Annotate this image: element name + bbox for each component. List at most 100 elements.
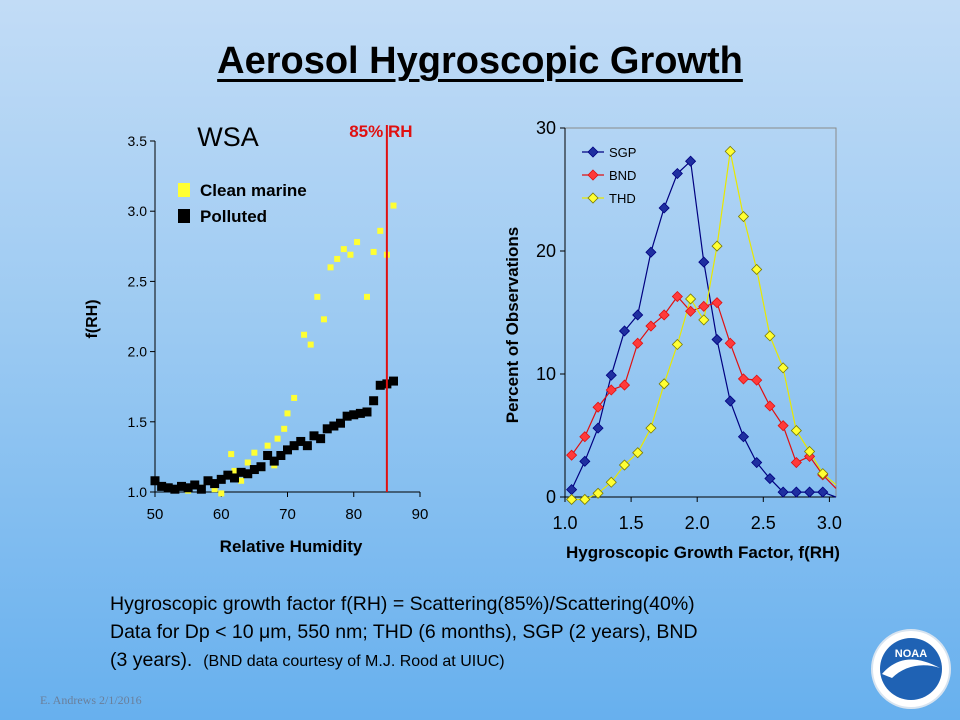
clean-marine-point	[218, 490, 225, 497]
distribution-x-tick-label: 3.0	[817, 513, 842, 533]
polluted-point	[190, 480, 200, 490]
caption-line-3: (3 years). (BND data courtesy of M.J. Ro…	[110, 646, 870, 676]
distribution-legend-marker	[587, 169, 599, 181]
clean-marine-point	[264, 442, 271, 449]
polluted-point	[296, 436, 306, 446]
thd-point	[618, 459, 631, 471]
frh-y-tick-label: 2.0	[128, 344, 148, 360]
sgp-point	[618, 325, 631, 337]
frh-y-tick-label: 3.5	[128, 133, 148, 149]
thd-point	[817, 468, 829, 480]
bnd-point	[737, 373, 750, 385]
caption-line-2: Data for Dp < 10 μm, 550 nm; THD (6 mont…	[110, 621, 698, 643]
polluted-point	[163, 483, 173, 493]
polluted-point	[150, 476, 160, 486]
frh-legend-label: Polluted	[200, 207, 267, 226]
distribution-legend: SGP BND THD	[582, 145, 636, 206]
thd-point	[698, 314, 710, 326]
sgp-point	[632, 309, 644, 321]
bnd-point	[618, 379, 631, 391]
frh-x-tick-label: 60	[213, 506, 230, 523]
polluted-point	[316, 434, 326, 444]
polluted-point	[369, 396, 379, 406]
thd-point	[566, 493, 578, 506]
polluted-point	[276, 450, 286, 460]
distribution-x-tick-label: 2.0	[685, 513, 710, 533]
noaa-logo-bird	[882, 659, 940, 678]
frh-points	[150, 202, 398, 497]
bnd-point	[605, 384, 617, 396]
thd-point	[724, 145, 736, 157]
polluted-point	[269, 456, 279, 466]
clean-marine-point	[364, 293, 370, 300]
sgp-point	[737, 431, 750, 443]
distribution-legend-marker	[587, 146, 599, 158]
polluted-point	[362, 407, 372, 417]
footer-author-date: E. Andrews 2/1/2016	[40, 693, 142, 707]
clean-marine-point	[274, 435, 281, 442]
bnd-point	[751, 374, 763, 386]
distribution-y-axis-label: Percent of Observations	[503, 227, 522, 424]
polluted-point	[223, 470, 233, 480]
thd-point	[645, 422, 657, 434]
clean-marine-point	[211, 486, 218, 493]
polluted-point	[216, 474, 226, 484]
rh85-reference-label: 85% RH	[349, 122, 412, 141]
polluted-point	[249, 465, 259, 475]
distribution-x-tick-label: 1.5	[619, 513, 644, 533]
sgp-point	[592, 422, 604, 434]
distribution-legend-label: SGP	[609, 145, 636, 160]
bnd-point	[711, 297, 723, 309]
thd-point	[764, 330, 776, 342]
bnd-point	[566, 449, 578, 461]
polluted-point	[389, 376, 398, 386]
bnd-point	[671, 290, 683, 303]
frh-x-tick-label: 70	[279, 506, 296, 523]
frh-x-axis-label: Relative Humidity	[220, 537, 363, 556]
frh-y-axis-label: f(RH)	[84, 299, 101, 338]
clean-marine-point	[291, 394, 298, 401]
polluted-point	[309, 431, 319, 441]
sgp-point	[605, 369, 617, 381]
polluted-point	[210, 479, 220, 489]
thd-point	[671, 338, 683, 351]
frh-y-tick-label: 2.5	[128, 273, 148, 289]
caption-line-1: Hygroscopic growth factor f(RH) = Scatte…	[110, 593, 695, 615]
distribution-legend-marker	[587, 192, 599, 204]
sgp-point	[579, 455, 591, 467]
polluted-point	[183, 483, 193, 493]
frh-ticks: 50 60 70 80 90 1.0 1.5 2.0 2.5 3.0 3.5	[128, 133, 429, 523]
thd-point	[803, 445, 816, 458]
thd-point	[658, 378, 670, 390]
frh-y-tick-label: 1.5	[128, 414, 148, 430]
caption-line-3-main: (3 years).	[110, 649, 193, 671]
frh-x-tick-label: 80	[345, 506, 362, 523]
sgp-point	[817, 486, 829, 498]
slide-title: Aerosol Hygroscopic Growth	[217, 40, 743, 82]
clean-marine-point	[347, 251, 354, 258]
sgp-point	[698, 256, 710, 268]
clean-marine-point	[314, 293, 321, 300]
clean-marine-point	[244, 459, 251, 466]
bnd-point	[777, 420, 789, 432]
polluted-point	[170, 484, 180, 494]
clean-marine-point	[284, 410, 291, 417]
frh-x-tick-label: 90	[412, 506, 429, 523]
clean-marine-point	[377, 227, 384, 234]
distribution-x-tick-label: 2.5	[751, 513, 776, 533]
polluted-point	[230, 473, 239, 483]
distribution-x-axis-label: Hygroscopic Growth Factor, f(RH)	[566, 543, 840, 562]
clean-marine-point	[340, 246, 347, 253]
clean-marine-point	[238, 477, 245, 484]
polluted-point	[342, 411, 352, 421]
clean-marine-point	[251, 449, 258, 456]
bnd-point	[685, 305, 697, 317]
sgp-point	[645, 246, 657, 258]
clean-marine-point	[281, 425, 288, 432]
polluted-point	[289, 441, 299, 451]
thd-point	[711, 240, 723, 252]
frh-legend-swatch	[178, 183, 190, 197]
thd-point	[790, 425, 802, 437]
sgp-point	[658, 202, 670, 214]
